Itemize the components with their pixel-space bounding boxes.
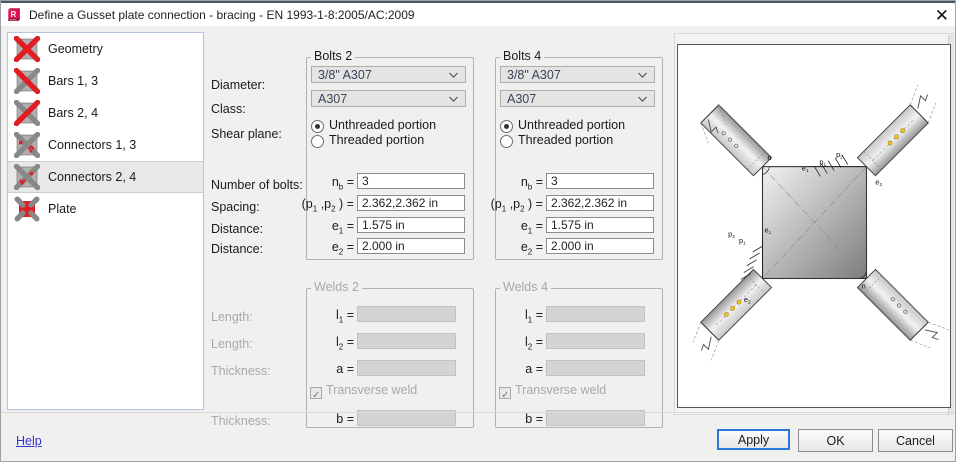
svg-text:p1: p1 <box>739 236 746 246</box>
svg-text:n: n <box>862 281 866 290</box>
svg-text:n: n <box>767 153 771 162</box>
svg-text:e1: e1 <box>802 164 809 174</box>
svg-text:p2: p2 <box>836 150 843 160</box>
svg-text:p1: p1 <box>819 158 826 168</box>
svg-text:R: R <box>11 9 17 18</box>
svg-text:p2: p2 <box>728 229 735 239</box>
svg-text:e2: e2 <box>875 177 882 187</box>
